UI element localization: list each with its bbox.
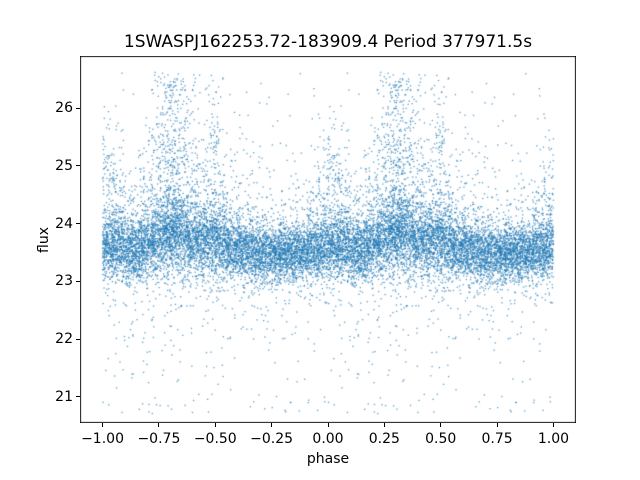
y-tick-mark (76, 223, 80, 225)
y-tick-mark (76, 280, 80, 282)
x-tick-mark (496, 423, 498, 427)
x-tick-label: 1.00 (537, 431, 570, 447)
x-tick-label: −1.00 (81, 431, 124, 447)
x-tick-label: −0.50 (193, 431, 237, 447)
x-tick-label: 0.50 (425, 431, 457, 447)
x-tick-mark (440, 423, 442, 427)
x-tick-label: 0.75 (481, 431, 513, 447)
x-tick-mark (552, 423, 554, 427)
x-tick-mark (102, 423, 104, 427)
x-tick-label: 0.00 (312, 431, 344, 447)
x-tick-label: −0.25 (250, 431, 294, 447)
y-tick-label: 24 (55, 215, 73, 232)
x-tick-mark (271, 423, 273, 427)
x-tick-mark (383, 423, 385, 427)
x-tick-mark (214, 423, 216, 427)
x-axis-label: phase (306, 451, 350, 467)
y-tick-mark (76, 396, 80, 398)
y-tick-label: 26 (55, 100, 73, 117)
y-tick-mark (76, 338, 80, 340)
y-tick-label: 21 (55, 388, 73, 405)
y-tick-label: 25 (55, 157, 73, 174)
y-tick-label: 23 (55, 273, 73, 290)
y-tick-mark (76, 107, 80, 109)
x-tick-label: −0.75 (137, 431, 181, 447)
y-tick-mark (76, 165, 80, 167)
chart-title: 1SWASPJ162253.72-183909.4 Period 377971.… (123, 32, 533, 52)
y-tick-label: 22 (55, 331, 73, 348)
y-axis-label: flux (36, 227, 52, 253)
x-tick-label: 0.25 (368, 431, 400, 447)
x-tick-mark (158, 423, 160, 427)
scatter-plot-canvas (80, 56, 576, 423)
x-tick-mark (327, 423, 329, 427)
